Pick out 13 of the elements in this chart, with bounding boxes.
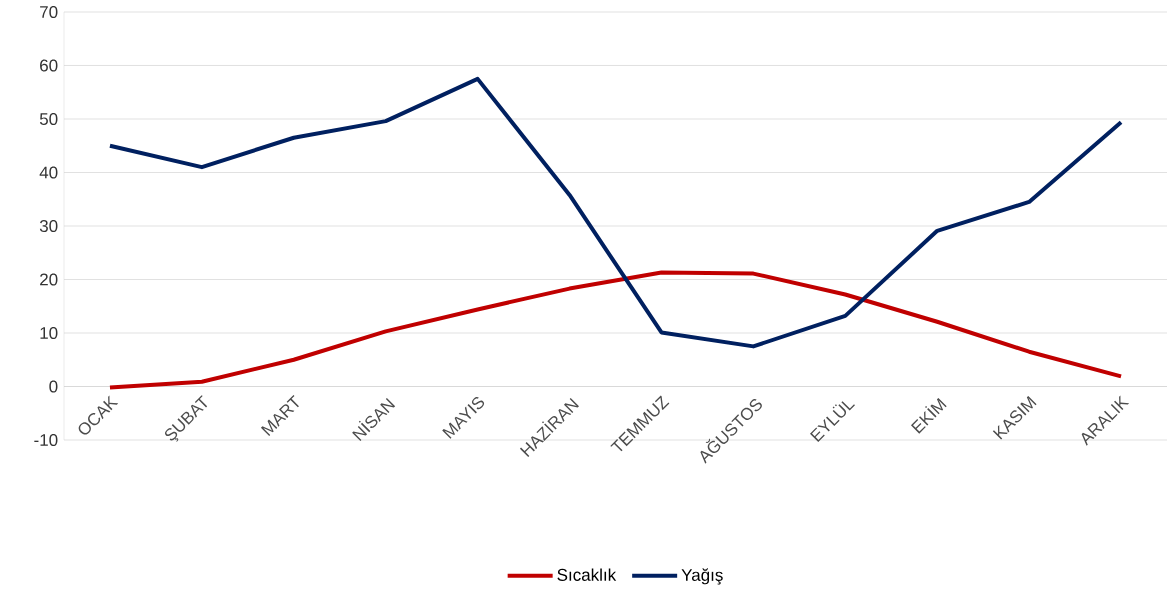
y-tick-label: 70 [40,5,58,19]
y-tick-label: 0 [49,380,58,393]
y-tick-label: 50 [39,112,58,126]
line-series [107,76,1124,349]
y-tick-label: -10 [34,433,58,447]
y-tick-label: 30 [39,219,58,233]
y-tick-label: 60 [40,59,58,72]
y-tick-label: 20 [40,273,58,286]
line-series [107,270,1124,390]
legend-label: Yağış [681,568,723,585]
y-tick-label: 40 [39,166,58,179]
y-tick-label: 10 [40,326,58,340]
legend-label: Sıcaklık [557,568,617,581]
